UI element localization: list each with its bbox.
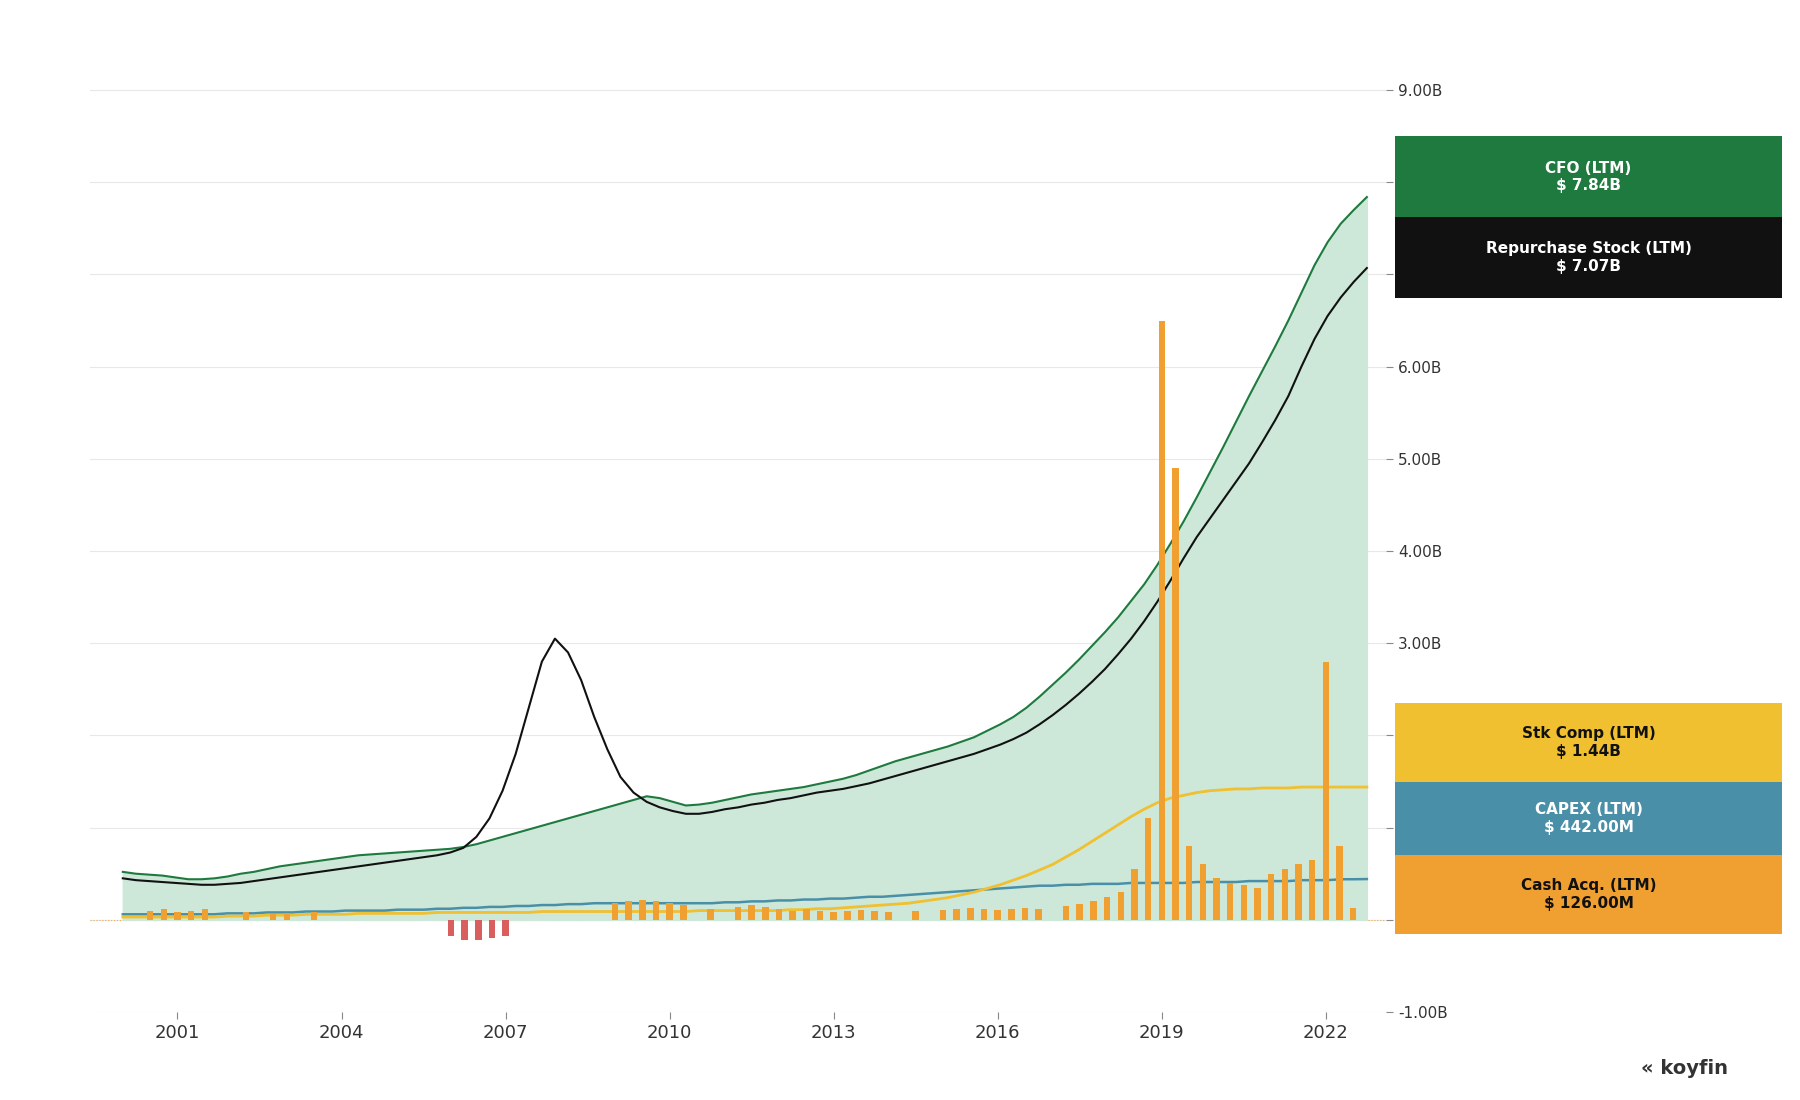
- Bar: [817, 911, 823, 920]
- Bar: [1323, 662, 1328, 920]
- Bar: [1350, 909, 1357, 920]
- Text: CFO (LTM)
$ 7.84B: CFO (LTM) $ 7.84B: [1546, 161, 1631, 192]
- Bar: [666, 903, 673, 920]
- Bar: [202, 909, 209, 920]
- Bar: [749, 905, 754, 920]
- Bar: [1062, 906, 1069, 920]
- Bar: [954, 909, 959, 920]
- Bar: [1267, 873, 1274, 920]
- Bar: [707, 909, 715, 920]
- Bar: [653, 901, 659, 920]
- Bar: [1213, 878, 1220, 920]
- Bar: [243, 912, 248, 920]
- Bar: [1076, 904, 1084, 920]
- Text: CAPEX (LTM)
$ 442.00M: CAPEX (LTM) $ 442.00M: [1535, 802, 1642, 835]
- Bar: [475, 920, 482, 940]
- Bar: [803, 909, 810, 920]
- Bar: [913, 911, 920, 920]
- Bar: [461, 920, 468, 940]
- Text: Repurchase Stock (LTM)
$ 7.07B: Repurchase Stock (LTM) $ 7.07B: [1485, 241, 1692, 274]
- Bar: [270, 914, 277, 920]
- Bar: [844, 911, 851, 920]
- Bar: [871, 911, 878, 920]
- Bar: [1336, 846, 1343, 920]
- Bar: [940, 910, 947, 920]
- Bar: [1035, 909, 1042, 920]
- Bar: [1022, 908, 1028, 920]
- Bar: [284, 913, 290, 920]
- Bar: [1008, 909, 1015, 920]
- Bar: [639, 900, 646, 920]
- Bar: [859, 910, 864, 920]
- Bar: [612, 903, 617, 920]
- Bar: [1199, 865, 1206, 920]
- Text: Cash Acq. (LTM)
$ 126.00M: Cash Acq. (LTM) $ 126.00M: [1521, 878, 1656, 911]
- Bar: [311, 912, 317, 920]
- Bar: [776, 909, 783, 920]
- Bar: [1159, 320, 1165, 920]
- Bar: [1091, 901, 1096, 920]
- Bar: [1186, 846, 1192, 920]
- Text: « koyfin: « koyfin: [1642, 1059, 1728, 1078]
- Bar: [1130, 869, 1138, 920]
- Bar: [175, 912, 180, 920]
- Bar: [160, 909, 167, 920]
- Bar: [502, 920, 509, 936]
- Bar: [1296, 865, 1301, 920]
- Bar: [790, 911, 796, 920]
- Bar: [1240, 884, 1247, 920]
- Bar: [1103, 896, 1111, 920]
- Bar: [1282, 869, 1289, 920]
- Bar: [187, 911, 194, 920]
- Bar: [1255, 888, 1260, 920]
- Bar: [734, 906, 742, 920]
- Bar: [886, 912, 891, 920]
- Bar: [448, 920, 454, 936]
- Bar: [680, 905, 686, 920]
- Bar: [1145, 818, 1152, 920]
- Bar: [488, 920, 495, 938]
- Bar: [625, 901, 632, 920]
- Bar: [1228, 883, 1233, 920]
- Bar: [981, 909, 988, 920]
- Bar: [830, 912, 837, 920]
- Bar: [994, 910, 1001, 920]
- Bar: [761, 906, 769, 920]
- Bar: [148, 911, 153, 920]
- Text: Stk Comp (LTM)
$ 1.44B: Stk Comp (LTM) $ 1.44B: [1521, 726, 1656, 759]
- Bar: [967, 908, 974, 920]
- Bar: [1118, 892, 1123, 920]
- Bar: [1309, 860, 1316, 920]
- Bar: [1172, 469, 1179, 920]
